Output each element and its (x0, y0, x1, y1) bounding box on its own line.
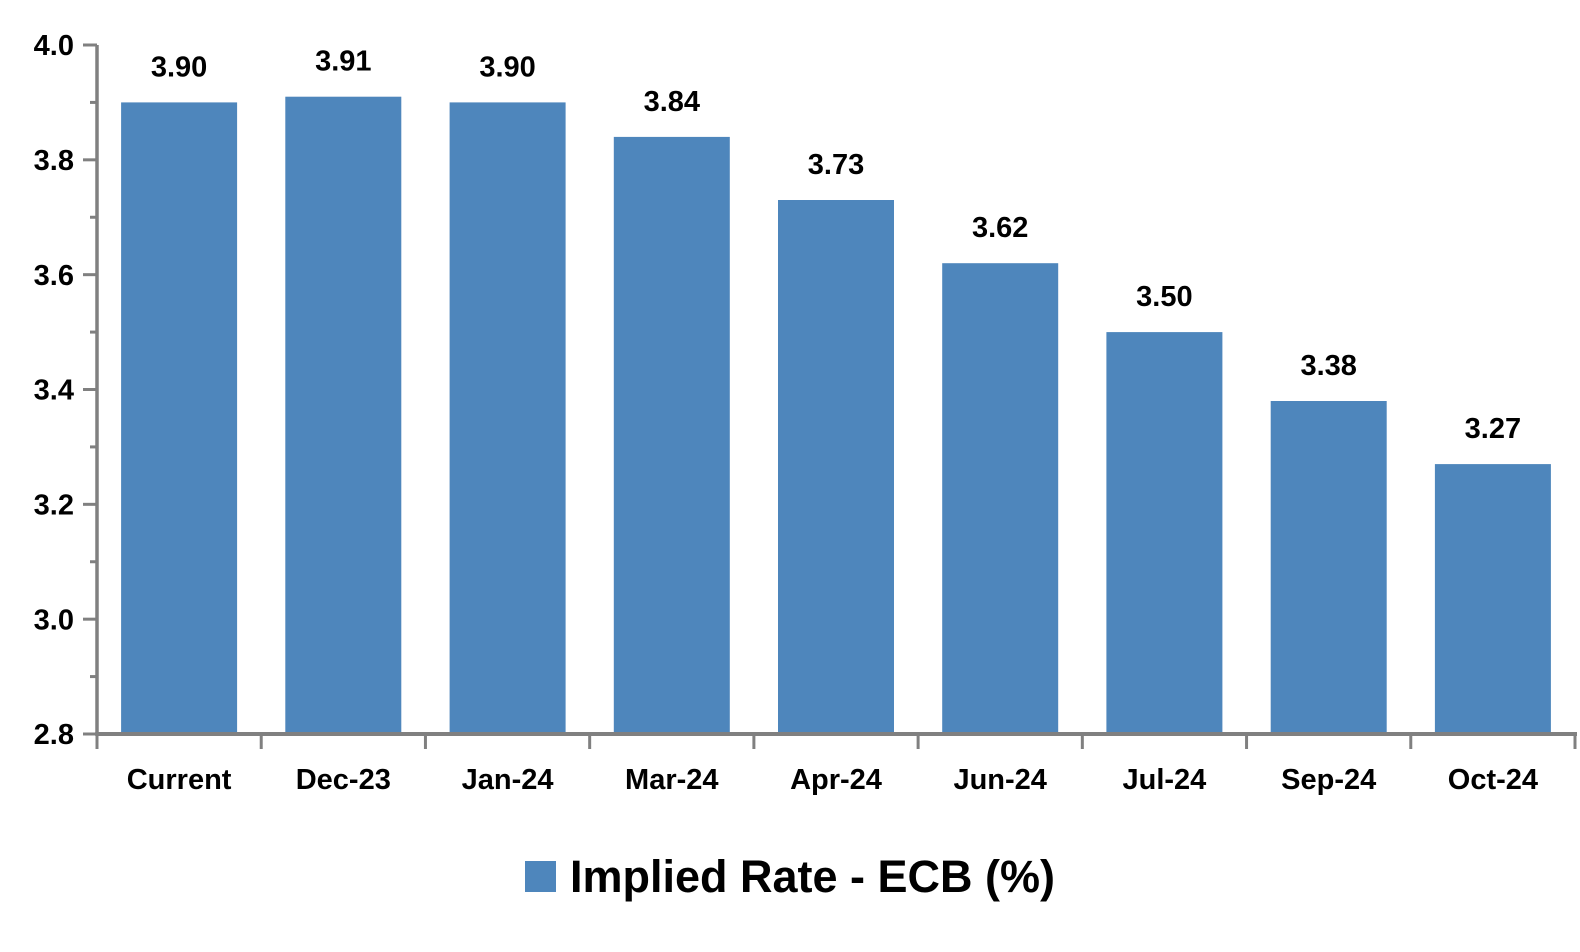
y-axis-tick-label: 3.4 (34, 375, 74, 407)
bar-value-label: 3.91 (315, 46, 371, 78)
bar-Current (121, 102, 238, 734)
y-axis-tick-label: 3.6 (34, 260, 74, 292)
bar-value-label: 3.90 (479, 51, 535, 83)
bar-Jul-24 (1106, 332, 1223, 734)
bar-Jun-24 (942, 263, 1059, 734)
x-axis-category-label: Mar-24 (625, 764, 719, 796)
y-axis-tick-label: 4.0 (34, 30, 74, 62)
bar-Mar-24 (613, 136, 730, 734)
legend-label: Implied Rate - ECB (%) (569, 850, 1056, 902)
bar-Jan-24 (449, 102, 566, 734)
x-axis-category-label: Sep-24 (1281, 764, 1376, 796)
bar-value-label: 3.27 (1465, 413, 1521, 445)
x-axis-category-label: Oct-24 (1448, 764, 1538, 796)
bar-Oct-24 (1434, 464, 1551, 734)
bar-Sep-24 (1270, 401, 1387, 734)
legend-swatch (524, 860, 556, 892)
y-axis-tick-label: 2.8 (34, 719, 74, 751)
bar-value-label: 3.38 (1300, 350, 1356, 382)
y-axis-tick-label: 3.8 (34, 145, 74, 177)
bar-Dec-23 (285, 96, 402, 734)
x-axis-category-label: Jul-24 (1122, 764, 1206, 796)
bar-value-label: 3.84 (644, 86, 700, 118)
bar-value-label: 3.73 (808, 149, 864, 181)
bar-Apr-24 (778, 200, 894, 734)
x-axis-category-label: Dec-23 (296, 764, 391, 796)
bar-value-label: 3.50 (1136, 281, 1192, 313)
x-axis-category-label: Current (127, 764, 232, 796)
bar-value-label: 3.62 (972, 212, 1028, 244)
y-axis-tick-label: 3.0 (34, 604, 74, 636)
x-axis-category-label: Jun-24 (953, 764, 1046, 796)
x-axis-category-label: Apr-24 (790, 764, 882, 796)
bar-value-label: 3.90 (151, 51, 207, 83)
x-axis-category-label: Jan-24 (462, 764, 554, 796)
legend: Implied Rate - ECB (%) (0, 840, 1580, 912)
y-axis-tick-label: 3.2 (34, 489, 74, 521)
